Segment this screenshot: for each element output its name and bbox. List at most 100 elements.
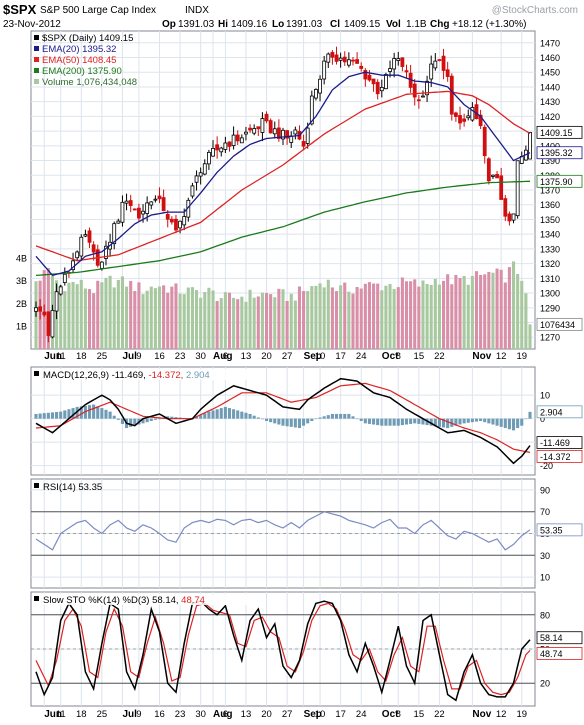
- macd-last-value: -14.372: [540, 452, 571, 462]
- price-bar-body: [309, 95, 314, 125]
- volume-bar: [458, 277, 462, 349]
- price-bar-body: [219, 147, 224, 153]
- x-tick-label: 16: [154, 351, 165, 362]
- macd-histogram-bar: [236, 410, 240, 419]
- rsi-last-value: 53.35: [540, 525, 563, 535]
- price-tick-label: 1450: [540, 68, 560, 78]
- price-tick-label: 1330: [540, 244, 560, 254]
- price-bar-body: [112, 223, 117, 245]
- x-tick-label: 25: [97, 351, 108, 362]
- price-bar-body: [441, 55, 446, 71]
- price-bar-body: [182, 216, 187, 226]
- macd-histogram-bar: [166, 416, 170, 419]
- price-bar-body: [375, 81, 380, 95]
- price-panel: 1270128012901300131013201330134013501360…: [16, 30, 583, 350]
- price-bar-body: [458, 115, 462, 124]
- volume-bar: [137, 282, 141, 349]
- macd-histogram-bar: [273, 418, 277, 424]
- macd-histogram-bar: [310, 418, 314, 421]
- price-bar-body: [285, 130, 290, 139]
- x-tick-label: 13: [241, 709, 252, 720]
- volume-bar: [162, 285, 166, 349]
- open-label: Op: [162, 19, 176, 30]
- macd-histogram-bar: [367, 418, 371, 424]
- macd-histogram-bar: [409, 418, 413, 424]
- price-tick-label: 1320: [540, 259, 560, 269]
- price-bar-body: [248, 127, 252, 131]
- volume-bar: [450, 284, 454, 349]
- macd-legend-bg: [33, 369, 251, 380]
- volume-bar: [182, 294, 186, 349]
- volume-bar: [96, 280, 100, 349]
- volume-bar: [388, 284, 392, 349]
- macd-histogram-bar: [219, 408, 223, 419]
- volume-bar: [355, 287, 359, 349]
- volume-bar: [359, 288, 363, 349]
- macd-histogram-bar: [129, 418, 133, 427]
- macd-histogram-bar: [244, 412, 248, 419]
- macd-histogram-bar: [302, 418, 306, 426]
- price-bar-body: [388, 68, 392, 72]
- x-tick-label: 16: [154, 709, 165, 720]
- price-bar-body: [482, 126, 487, 157]
- macd-histogram-bar: [400, 418, 404, 426]
- price-bar-body: [211, 147, 215, 157]
- macd-histogram-bar: [269, 418, 273, 423]
- volume-bar: [343, 282, 347, 349]
- volume-bar: [429, 284, 433, 349]
- volume-bar: [421, 280, 425, 349]
- volume-bar: [339, 285, 343, 349]
- macd-histogram-bar: [71, 408, 75, 419]
- macd-histogram-bar: [326, 415, 330, 419]
- change-value: +18.12 (+1.30%): [452, 19, 527, 30]
- macd-histogram-bar: [199, 415, 203, 419]
- macd-tick-label: 0: [540, 414, 545, 424]
- price-bar-body: [486, 158, 491, 182]
- volume-bar: [409, 281, 413, 349]
- price-bar-body: [499, 175, 504, 200]
- x-tick-label: 17: [335, 709, 346, 720]
- price-bar-body: [137, 207, 141, 219]
- volume-bar: [264, 292, 269, 349]
- volume-bar: [232, 297, 236, 349]
- macd-histogram-bar: [174, 417, 178, 419]
- volume-bar: [236, 299, 240, 349]
- price-bar-body: [50, 309, 55, 338]
- low-label: Lo: [272, 19, 284, 30]
- stochastic-d-line: [35, 602, 531, 696]
- volume-bar: [322, 287, 326, 349]
- macd-last-value: 2.904: [540, 407, 563, 417]
- price-bar-body: [495, 173, 499, 179]
- macd-histogram-bar: [388, 418, 392, 426]
- x-tick-label: 8: [396, 351, 401, 362]
- price-bar-body: [511, 213, 516, 221]
- macd-histogram-bar: [479, 418, 483, 421]
- macd-histogram-bar: [232, 409, 236, 419]
- price-bar-body: [528, 131, 532, 160]
- price-bar-body: [87, 230, 92, 243]
- price-tick-label: 1420: [540, 112, 560, 122]
- x-tick-label: Jul: [122, 351, 137, 362]
- stochastic-legend: Slow STO %K(14) %D(3) 58.14, 48.74: [43, 595, 205, 606]
- macd-histogram-bar: [437, 418, 441, 427]
- stochastic-legend-part: Slow STO %K(14) %D(3): [43, 595, 152, 606]
- volume-bar: [116, 279, 120, 349]
- x-tick-label: 24: [356, 709, 367, 720]
- price-bar-body: [503, 198, 508, 217]
- x-tick-label: Sep: [304, 709, 322, 720]
- volume-bar: [347, 291, 351, 349]
- x-tick-label: Jun: [44, 351, 62, 362]
- macd-histogram-bar: [404, 418, 409, 425]
- price-bar-body: [264, 113, 269, 122]
- price-bar-body: [429, 63, 434, 80]
- macd-histogram-bar: [384, 418, 388, 426]
- macd-tick-label: 10: [540, 391, 550, 401]
- x-tick-label: 6: [223, 709, 228, 720]
- price-bar-body: [400, 57, 405, 67]
- volume-bar: [433, 278, 437, 349]
- volume-bar: [483, 274, 487, 349]
- price-bar-body: [359, 65, 364, 69]
- price-bar-body: [371, 78, 376, 85]
- macd-histogram-bar: [203, 413, 207, 419]
- volume-bar: [207, 287, 211, 349]
